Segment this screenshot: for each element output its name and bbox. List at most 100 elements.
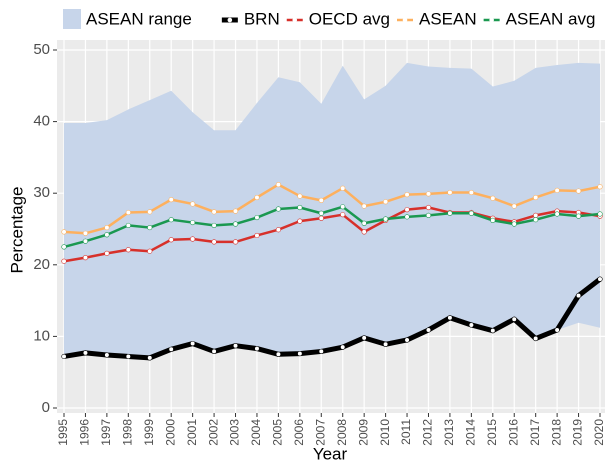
point [104,224,110,231]
point [361,229,367,235]
point [82,230,89,236]
x-tick-label: 2008 [335,419,349,446]
point [533,212,539,218]
point [190,219,196,226]
point [275,182,282,188]
point [168,197,174,203]
point [232,221,239,227]
point [425,204,432,211]
y-tick-label: 30 [33,184,50,201]
point [425,212,432,218]
point [468,322,474,328]
point [404,207,410,213]
point [82,238,89,244]
legend-swatch [63,9,81,29]
x-tick-label: 2003 [228,419,242,446]
point [425,191,432,197]
point [254,232,260,239]
point [297,193,303,199]
point [361,203,367,209]
x-tick-label: 2014 [464,419,478,446]
point [554,327,560,333]
x-tick-label: 2010 [378,419,392,446]
point [361,335,367,341]
x-tick-label: 2001 [185,419,199,446]
x-tick-label: 1997 [99,419,113,446]
x-tick-label: 1998 [120,419,134,446]
point [361,220,367,226]
point [275,206,282,212]
point [575,213,582,219]
point [147,355,153,361]
y-tick-label: 10 [33,327,50,344]
series-line [63,183,601,235]
legend-swatch [402,17,408,23]
point [340,204,346,210]
point [147,224,153,231]
point [232,239,239,245]
point [125,353,131,360]
y-tick-label: 50 [33,41,50,58]
point [211,222,217,229]
point [61,258,67,264]
point [597,211,603,217]
x-tick-label: 2009 [356,419,370,446]
point [125,222,131,229]
legend-swatch [489,17,494,23]
x-tick-label: 2017 [528,419,542,446]
point [61,244,67,250]
point [383,216,389,222]
point [82,255,89,261]
point [468,210,474,216]
point [61,353,67,360]
x-tick-label: 2012 [421,419,435,446]
point [168,346,174,352]
point [340,212,346,218]
point [104,232,110,238]
x-tick-label: 2013 [442,419,456,446]
point [383,341,389,347]
x-tick-label: 2019 [571,419,585,446]
point [597,184,603,190]
y-tick-label: 0 [42,399,50,416]
point [275,351,282,357]
point [125,209,131,216]
point [468,189,474,196]
x-tick-label: 2011 [399,419,413,445]
series-line [63,205,601,249]
x-tick-label: 1995 [56,419,70,446]
x-tick-label: 1996 [78,419,92,446]
point [104,352,110,358]
x-tick-label: 2004 [249,419,263,446]
legend-swatch [292,17,298,23]
point [425,327,432,333]
point [232,343,239,349]
point [232,208,239,214]
point [211,239,217,245]
x-tick-label: 2005 [271,419,285,446]
legend-label: ASEAN avg [506,9,596,28]
point [318,215,324,221]
point [383,199,389,205]
point [597,276,603,282]
point [82,350,89,356]
x-tick-label: 1999 [142,419,156,446]
point [125,247,131,253]
x-tick-label: 2007 [313,419,327,446]
point [554,187,560,193]
legend-swatch [227,17,233,23]
point [211,348,217,355]
legend-label: ASEAN range [86,9,192,28]
point [275,227,282,233]
legend-label: OECD avg [309,9,390,28]
x-axis-label: Year [313,444,348,463]
point [104,250,110,256]
point [340,185,346,191]
point [168,217,174,223]
point [447,210,453,216]
point [511,221,517,227]
point [511,316,517,322]
point [447,189,453,196]
x-tick-label: 2006 [292,419,306,446]
